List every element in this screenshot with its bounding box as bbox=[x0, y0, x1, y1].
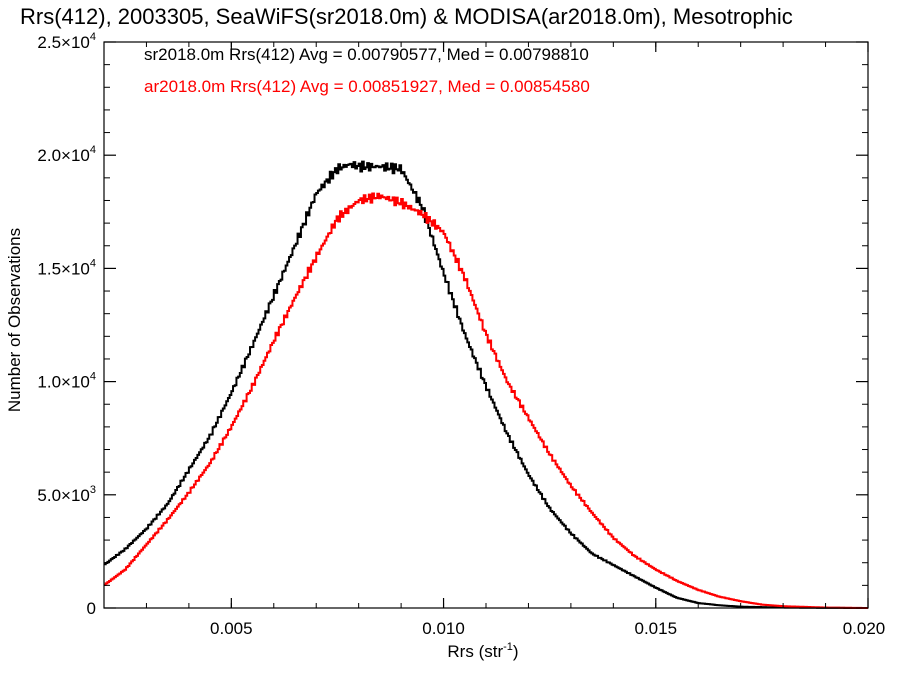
series-line-sr2018-0m bbox=[104, 160, 868, 609]
y-tick-label: 0 bbox=[87, 599, 96, 618]
y-tick-exponent: 4 bbox=[90, 371, 96, 383]
legend-entry-ar2018: ar2018.0m Rrs(412) Avg = 0.00851927, Med… bbox=[144, 77, 590, 96]
y-tick-mantissa: 1.0×10 bbox=[37, 373, 89, 392]
chart-title: Rrs(412), 2003305, SeaWiFS(sr2018.0m) & … bbox=[20, 4, 793, 29]
y-tick-label: 1.5×104 bbox=[37, 257, 96, 278]
plot-frame bbox=[103, 41, 869, 609]
series-line-ar2018-0m bbox=[104, 192, 868, 609]
x-axis-label-end: ) bbox=[513, 642, 519, 661]
legend: sr2018.0m Rrs(412) Avg = 0.00790577, Med… bbox=[144, 45, 590, 96]
x-tick-label: 0.005 bbox=[210, 619, 253, 638]
y-tick-mantissa: 2.0×10 bbox=[37, 146, 89, 165]
x-axis-label: Rrs (str-1) bbox=[447, 641, 518, 661]
x-axis-label-sup: -1 bbox=[503, 641, 513, 653]
y-tick-label: 2.0×104 bbox=[37, 144, 96, 165]
y-tick-label: 1.0×104 bbox=[37, 371, 96, 392]
x-tick-label: 0.010 bbox=[422, 619, 465, 638]
x-axis-label-main: Rrs (str bbox=[447, 642, 503, 661]
y-tick-exponent: 3 bbox=[90, 484, 96, 496]
y-tick-mantissa: 1.5×10 bbox=[37, 259, 89, 278]
y-axis-label-group: Number of Observations bbox=[5, 228, 24, 412]
y-tick-mantissa: 2.5×10 bbox=[37, 33, 89, 52]
y-tick-exponent: 4 bbox=[90, 31, 96, 43]
plot-content bbox=[104, 160, 868, 609]
legend-entry-sr2018: sr2018.0m Rrs(412) Avg = 0.00790577, Med… bbox=[144, 45, 589, 64]
x-tick-label: 0.015 bbox=[635, 619, 678, 638]
y-axis-label: Number of Observations bbox=[5, 228, 24, 412]
x-tick-label: 0.020 bbox=[843, 619, 886, 638]
y-tick-mantissa: 5.0×10 bbox=[37, 486, 89, 505]
y-tick-exponent: 4 bbox=[90, 144, 96, 156]
y-tick-mantissa: 0 bbox=[87, 599, 96, 618]
axis-ticks: 0.005 0.010 0.015 0.02005.0×1031.0×1041.5×1… bbox=[37, 31, 885, 638]
y-tick-label: 2.5×104 bbox=[37, 31, 96, 52]
y-tick-label: 5.0×103 bbox=[37, 484, 96, 505]
y-tick-exponent: 4 bbox=[90, 257, 96, 269]
